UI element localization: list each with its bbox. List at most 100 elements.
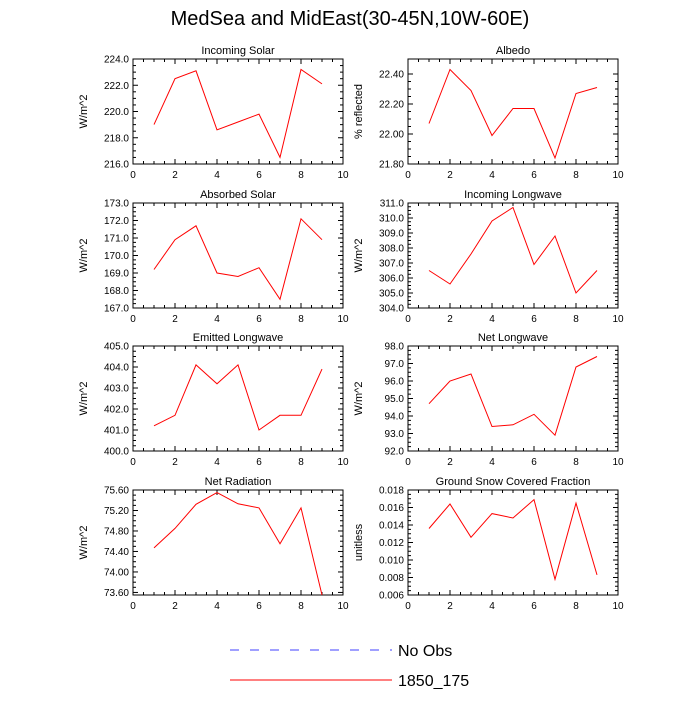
x-tick-label: 6 [256,314,262,325]
panel-2: Albedo % reflected 0 2 4 6 8 10 21.80 22.00 22.20 2… [353,45,624,181]
x-tick-label: 8 [298,314,304,325]
x-tick-label: 4 [489,170,495,181]
x-tick-label: 6 [531,314,537,325]
y-tick-label: 167.0 [104,304,129,315]
y-tick-label: 171.0 [104,234,129,245]
x-tick-label: 2 [447,170,453,181]
panel-8: Ground Snow Covered Fraction unitless 0 2 4 6… [353,476,624,612]
panel-1: Incoming Solar W/m^2 0 2 4 6 8 10 216.0 218.0 220.… [78,45,349,181]
y-tick-label: 0.016 [379,503,404,514]
y-tick-label: 94.0 [385,412,405,423]
y-tick-label: 404.0 [104,363,129,374]
legend-label-2: 1850_175 [398,673,469,690]
x-tick-label: 8 [573,457,579,468]
x-tick-label: 10 [612,170,624,181]
x-tick-label: 4 [489,601,495,612]
y-tick-label: 22.00 [379,130,404,141]
panel-title: Emitted Longwave [193,332,284,344]
x-tick-label: 0 [405,170,411,181]
series-line [153,68,323,159]
y-tick-label: 402.0 [104,405,129,416]
x-tick-label: 8 [298,601,304,612]
panel-7: Net Radiation W/m^2 0 2 4 6 8 10 73.60 74.00 74.40… [78,476,349,612]
y-tick-label: 96.0 [385,377,405,388]
x-tick-label: 0 [405,314,411,325]
x-tick-label: 8 [573,601,579,612]
y-tick-label: 0.012 [379,538,404,549]
x-tick-label: 10 [337,601,349,612]
y-axis-label: W/m^2 [78,239,90,273]
x-tick-label: 0 [405,601,411,612]
y-tick-label: 168.0 [104,286,129,297]
x-tick-label: 2 [447,314,453,325]
x-tick-label: 2 [172,170,178,181]
y-tick-label: 95.0 [385,394,405,405]
panel-title: Incoming Solar [201,45,275,57]
y-tick-label: 308.0 [379,244,404,255]
panel-title: Ground Snow Covered Fraction [436,476,591,488]
y-axis-label: W/m^2 [353,382,365,416]
panel-3: Absorbed Solar W/m^2 0 2 4 6 8 10 167.0 168.0 169.… [78,189,349,325]
x-tick-label: 10 [612,457,624,468]
plot-frame [132,489,344,596]
x-tick-label: 2 [172,314,178,325]
plot-frame [132,202,344,309]
y-tick-label: 304.0 [379,304,404,315]
x-tick-label: 0 [130,170,136,181]
x-tick-label: 8 [573,314,579,325]
x-tick-label: 0 [130,314,136,325]
panel-5: Emitted Longwave W/m^2 0 2 4 6 8 10 400.0 401.0 40… [78,332,349,468]
y-tick-label: 22.40 [379,70,404,81]
panel-title: Incoming Longwave [464,189,562,201]
y-tick-label: 222.0 [104,81,129,92]
y-tick-label: 93.0 [385,429,405,440]
y-tick-label: 224.0 [104,55,129,66]
series-line [153,364,323,431]
x-tick-label: 4 [214,314,220,325]
y-tick-label: 218.0 [104,133,129,144]
x-tick-label: 10 [337,170,349,181]
series-line [428,356,598,437]
y-tick-label: 0.018 [379,486,404,497]
x-tick-label: 8 [573,170,579,181]
y-tick-label: 405.0 [104,342,129,353]
x-tick-label: 6 [531,457,537,468]
y-tick-label: 0.010 [379,556,404,567]
x-tick-label: 6 [256,457,262,468]
y-tick-label: 172.0 [104,216,129,227]
y-tick-label: 0.008 [379,573,404,584]
y-tick-label: 401.0 [104,426,129,437]
y-axis-label: unitless [353,523,365,561]
x-tick-label: 10 [337,457,349,468]
panel-title: Albedo [496,45,530,57]
series-line [428,206,598,294]
y-tick-label: 173.0 [104,199,129,210]
x-tick-label: 10 [612,314,624,325]
y-axis-label: W/m^2 [78,95,90,129]
y-tick-label: 97.0 [385,359,405,370]
y-tick-label: 98.0 [385,342,405,353]
x-tick-label: 6 [256,601,262,612]
y-tick-label: 307.0 [379,259,404,270]
series-line [153,217,323,301]
y-tick-label: 216.0 [104,160,129,171]
legend: No Obs 1850_175 [230,643,469,690]
figure-title: MedSea and MidEast(30-45N,10W-60E) [170,8,530,30]
x-tick-label: 10 [612,601,624,612]
x-tick-label: 0 [405,457,411,468]
x-tick-label: 2 [172,601,178,612]
y-tick-label: 74.40 [104,547,129,558]
y-tick-label: 75.20 [104,506,129,517]
x-tick-label: 4 [214,457,220,468]
plot-frame [407,58,619,165]
y-axis-label: W/m^2 [353,239,365,273]
y-tick-label: 73.60 [104,588,129,599]
plot-frame [407,489,619,596]
x-tick-label: 0 [130,457,136,468]
y-tick-label: 74.80 [104,526,129,537]
y-axis-label: W/m^2 [78,382,90,416]
x-tick-label: 6 [256,170,262,181]
x-tick-label: 0 [130,601,136,612]
x-tick-label: 4 [214,170,220,181]
